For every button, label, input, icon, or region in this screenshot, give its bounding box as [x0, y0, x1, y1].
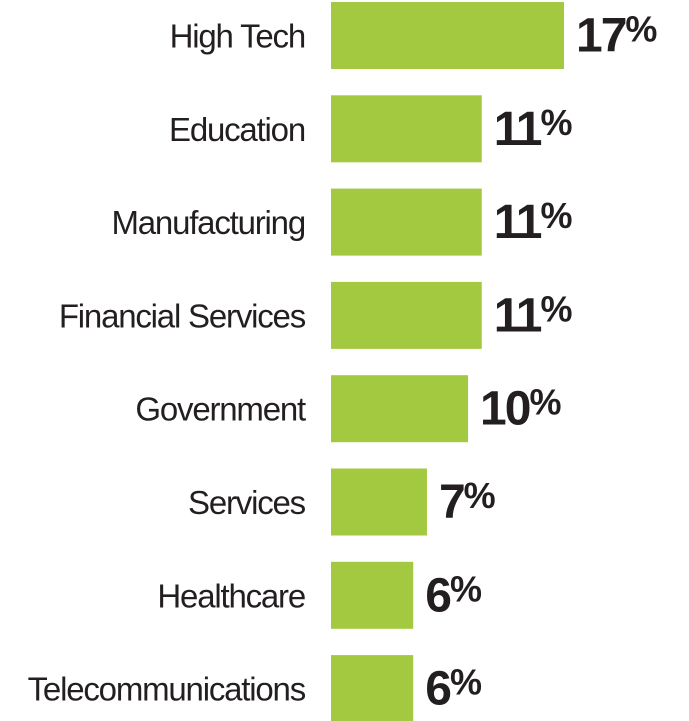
category-label: Government: [135, 391, 306, 428]
value-label: 6%: [425, 662, 482, 716]
bar: [331, 655, 414, 721]
bar: [331, 281, 482, 349]
category-label: Education: [169, 111, 305, 148]
bar: [331, 188, 482, 256]
bar: [331, 468, 427, 536]
category-label: Services: [188, 484, 306, 521]
bar: [331, 2, 564, 69]
value-label: 11%: [494, 102, 573, 156]
bar: [331, 375, 469, 443]
category-label: Healthcare: [157, 577, 305, 614]
value-label: 11%: [494, 288, 573, 342]
value-label: 6%: [425, 568, 482, 622]
value-label: 11%: [494, 195, 573, 249]
value-label: 17%: [576, 9, 657, 63]
bar: [331, 561, 414, 629]
category-label: Financial Services: [59, 297, 306, 334]
category-label: High Tech: [170, 18, 305, 55]
category-label: Telecommunications: [28, 671, 306, 708]
category-label: Manufacturing: [111, 204, 305, 241]
value-label: 7%: [439, 475, 496, 529]
bar: [331, 95, 482, 163]
value-label: 10%: [480, 382, 561, 436]
